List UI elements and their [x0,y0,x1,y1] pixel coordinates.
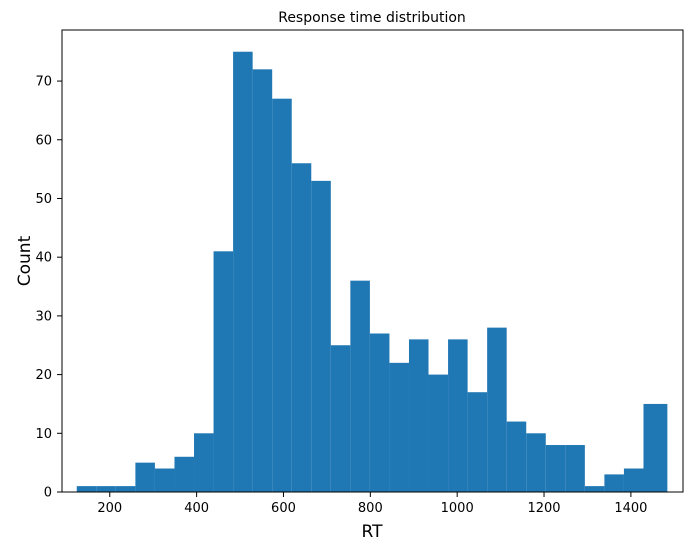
histogram-bar [448,339,468,492]
histogram-bar [526,433,546,492]
y-tick-label: 30 [35,309,52,324]
x-tick-label: 1200 [527,501,560,516]
histogram-bar [252,69,273,493]
histogram-bar [174,456,195,492]
histogram-bar [311,180,331,492]
histogram-bar [76,486,97,492]
chart-title: Response time distribution [278,10,466,26]
histogram-bar [330,345,351,492]
histogram-bar [291,163,312,492]
bars-group [76,51,668,493]
histogram-bar [135,462,155,492]
x-tick-label: 400 [184,501,209,516]
x-tick-label: 1000 [441,501,474,516]
x-tick-label: 600 [271,501,296,516]
y-axis-label: Count [15,235,35,286]
histogram-bar [623,468,644,492]
histogram-bar [545,445,566,492]
histogram-bar [506,421,527,492]
histogram-bar [565,445,585,492]
y-tick-label: 70 [35,75,52,90]
y-tick-label: 60 [35,133,52,148]
x-axis-ticks: 200 400 600 800 1000 1200 1400 [97,492,647,516]
histogram-bar [350,280,370,492]
histogram-bar [369,333,390,492]
histogram-bar [389,362,409,492]
x-tick-label: 1400 [614,501,647,516]
histogram-bar [584,486,605,492]
y-tick-label: 50 [35,192,52,207]
y-tick-label: 40 [35,251,52,266]
x-tick-label: 800 [358,501,383,516]
y-tick-label: 20 [35,368,52,383]
histogram-bar [233,51,253,492]
histogram-bar [272,98,292,493]
histogram-bar [213,251,234,492]
histogram-bar [408,339,429,492]
y-axis-ticks: 0 10 20 30 40 50 60 70 [35,75,62,501]
y-tick-label: 0 [44,486,52,501]
y-tick-label: 10 [35,427,52,442]
plot-frame [61,29,684,493]
histogram-bar [604,474,624,492]
histogram-bar [467,392,488,492]
histogram-bar [428,374,449,492]
histogram-bar [643,403,668,492]
histogram-bar [115,486,136,492]
x-tick-label: 200 [97,501,122,516]
histogram-bar [487,327,507,492]
histogram-bar [96,486,116,492]
histogram-bar [154,468,175,492]
histogram-bar [194,433,214,492]
x-axis-label: RT [362,522,384,542]
